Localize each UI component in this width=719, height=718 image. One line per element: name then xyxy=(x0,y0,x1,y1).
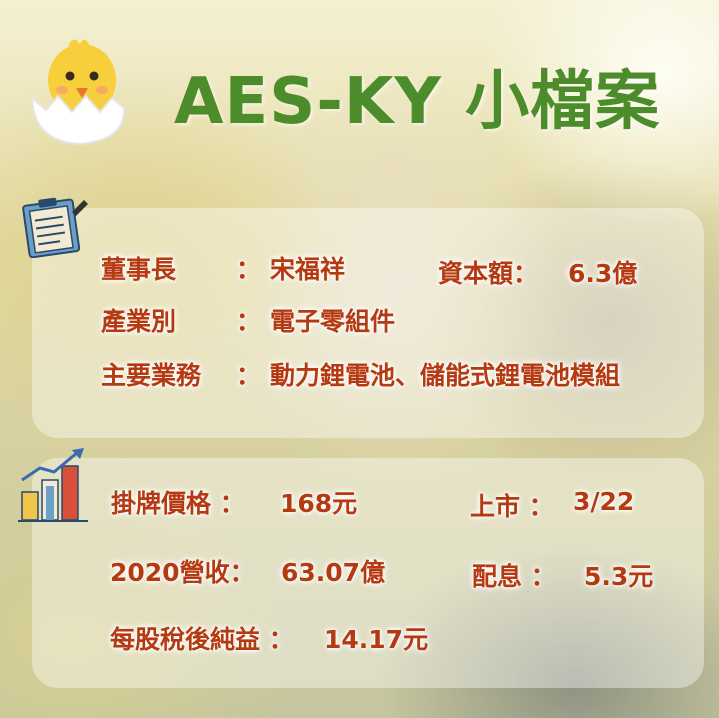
listing-price-value: 168元 xyxy=(280,489,358,518)
chairman-value: 宋福祥 xyxy=(270,255,346,284)
chairman-colon: ： xyxy=(236,255,262,284)
clipboard-icon xyxy=(22,197,88,258)
header: AES-KY 小檔案 xyxy=(24,28,704,158)
business-label: 主要業務 xyxy=(101,361,202,390)
industry-value: 電子零組件 xyxy=(270,307,396,336)
listing-date-value: 3/22 xyxy=(573,487,635,516)
chick-in-egg-icon xyxy=(30,39,126,146)
growth-chart-icon xyxy=(18,448,88,522)
eps-label: 每股稅後純益 ： xyxy=(110,625,294,654)
page-title: AES-KY 小檔案 xyxy=(174,65,661,139)
industry-label: 產業別 xyxy=(101,307,177,336)
chairman-label: 董事長 xyxy=(101,255,177,284)
dividend-value: 5.3元 xyxy=(584,562,654,591)
listing-info-panel xyxy=(32,458,704,688)
company-info-panel xyxy=(32,208,704,438)
business-value: 動力鋰電池、儲能式鋰電池模組 xyxy=(270,361,621,390)
eps-value: 14.17元 xyxy=(324,625,429,654)
revenue-label: 2020營收： xyxy=(110,558,255,587)
listing-date-label: 上市 ： xyxy=(470,492,554,521)
dividend-label: 配息 ： xyxy=(472,562,556,591)
capital-value: 6.3億 xyxy=(568,259,638,288)
business-colon: ： xyxy=(236,361,262,390)
revenue-value: 63.07億 xyxy=(281,558,386,587)
listing-price-label: 掛牌價格 ： xyxy=(111,489,245,518)
industry-colon: ： xyxy=(236,307,262,336)
capital-label: 資本額： xyxy=(438,259,539,288)
